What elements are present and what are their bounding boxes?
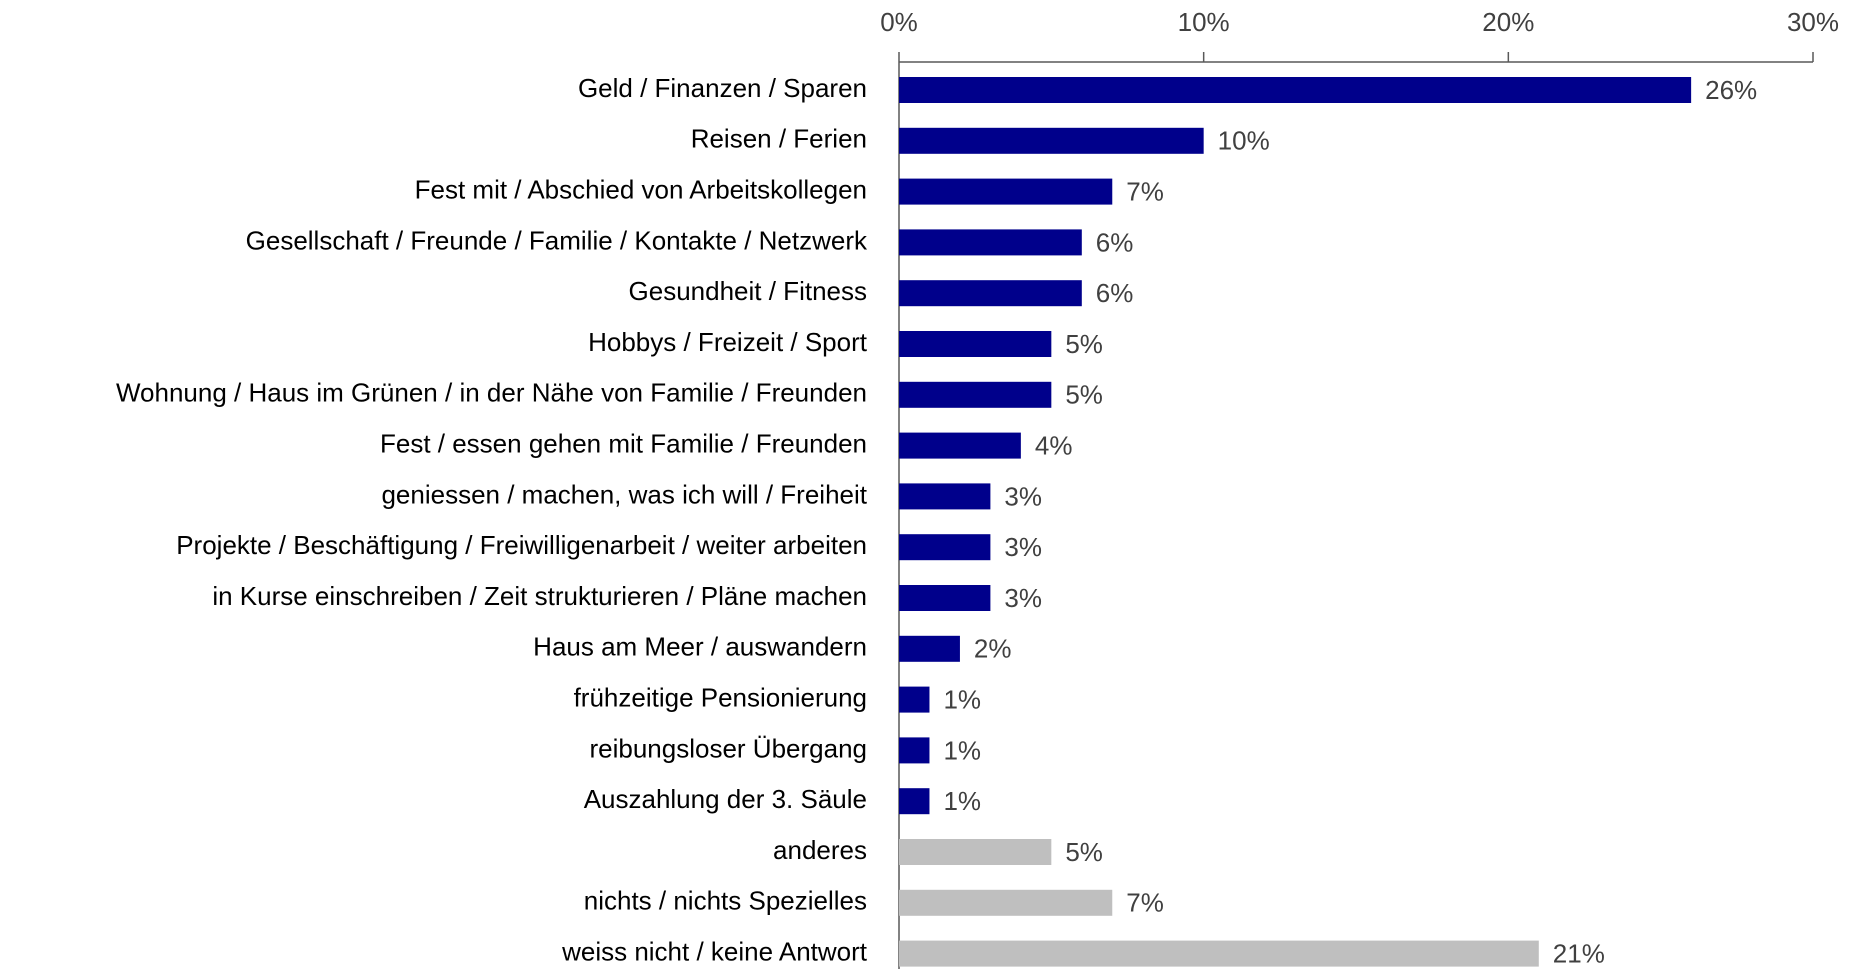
x-tick-label: 10% [1178, 7, 1230, 37]
y-tick-label: Fest mit / Abschied von Arbeitskollegen [415, 174, 867, 204]
value-label: 3% [1004, 481, 1042, 511]
y-tick-label: Reisen / Ferien [691, 124, 867, 154]
y-tick-label: Haus am Meer / auswandern [533, 632, 867, 662]
y-tick-label: Auszahlung der 3. Säule [584, 784, 867, 814]
value-label: 1% [943, 735, 981, 765]
bar [899, 331, 1052, 357]
value-label: 7% [1126, 176, 1164, 206]
bar [899, 77, 1692, 103]
value-label: 5% [1065, 329, 1103, 359]
bar [899, 280, 1082, 307]
y-tick-label: reibungsloser Übergang [589, 733, 867, 763]
bar [899, 127, 1204, 154]
y-tick-label: frühzeitige Pensionierung [574, 682, 867, 712]
bar [899, 635, 960, 662]
y-tick-label: Gesundheit / Fitness [629, 276, 867, 306]
bar [899, 229, 1082, 256]
bar [899, 839, 1052, 865]
bar [899, 534, 991, 561]
bar [899, 940, 1539, 967]
y-tick-label: Wohnung / Haus im Grünen / in der Nähe v… [116, 378, 867, 408]
bar [899, 686, 930, 713]
value-label: 6% [1096, 278, 1134, 308]
value-label: 7% [1126, 888, 1164, 918]
value-label: 1% [943, 684, 981, 714]
x-tick-label: 0% [880, 7, 918, 37]
y-tick-label: Gesellschaft / Freunde / Familie / Konta… [246, 225, 868, 255]
y-tick-label: in Kurse einschreiben / Zeit strukturier… [212, 581, 867, 611]
bar [899, 889, 1113, 916]
bar [899, 432, 1021, 459]
y-tick-label: Fest / essen gehen mit Familie / Freunde… [380, 428, 867, 458]
y-tick-label: Projekte / Beschäftigung / Freiwilligena… [176, 530, 867, 560]
value-label: 26% [1705, 75, 1757, 105]
value-label: 21% [1553, 938, 1605, 968]
value-label: 1% [943, 786, 981, 816]
bar [899, 178, 1113, 205]
y-tick-label: geniessen / machen, was ich will / Freih… [381, 479, 867, 509]
y-tick-label: weiss nicht / keine Antwort [561, 936, 868, 966]
value-label: 2% [974, 634, 1012, 664]
y-tick-label: Hobbys / Freizeit / Sport [588, 327, 868, 357]
value-label: 6% [1096, 227, 1134, 257]
y-tick-label: nichts / nichts Spezielles [584, 886, 867, 916]
x-tick-label: 20% [1482, 7, 1534, 37]
value-label: 5% [1065, 837, 1103, 867]
bar [899, 483, 991, 510]
value-label: 10% [1218, 126, 1270, 156]
value-label: 5% [1065, 380, 1103, 410]
bar [899, 585, 991, 611]
bar [899, 788, 930, 815]
value-label: 4% [1035, 430, 1073, 460]
y-tick-label: anderes [773, 835, 867, 865]
y-tick-label: Geld / Finanzen / Sparen [578, 73, 867, 103]
bar [899, 381, 1052, 408]
bar [899, 737, 930, 764]
x-tick-label: 30% [1787, 7, 1839, 37]
value-label: 3% [1004, 532, 1042, 562]
value-label: 3% [1004, 583, 1042, 613]
